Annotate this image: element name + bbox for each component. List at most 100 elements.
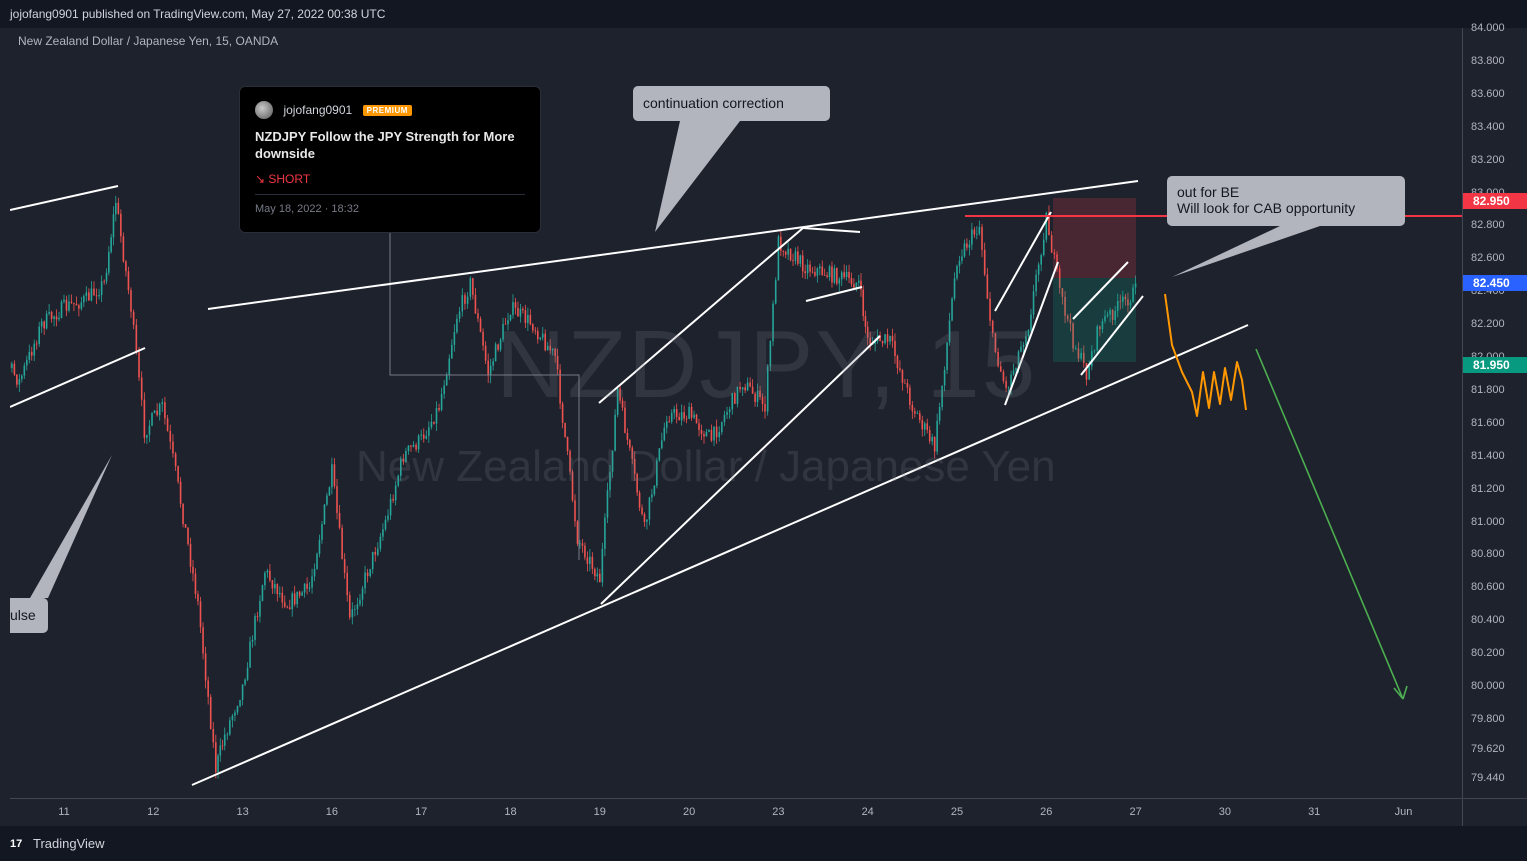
date-tick-label: 31 [1308,806,1321,818]
candle-body [866,326,869,338]
candle-body [517,307,519,317]
candle-body [321,524,323,540]
candle-body [153,410,156,414]
candle-body [16,374,18,385]
candle-body [430,421,433,428]
candle-body [741,387,744,390]
candle-body [122,236,125,262]
candle-body [420,434,422,436]
candle-body [536,330,539,340]
candle-body [236,706,239,713]
candle-body [125,261,127,272]
candle-body [631,447,634,459]
tradingview-logo-icon[interactable]: 17 [10,838,23,850]
candle-body [40,321,43,327]
candle-body [422,434,425,439]
candle-body [685,418,688,420]
candle-body [777,236,780,281]
premium-badge: PREMIUM [362,104,412,116]
candle-body [1017,351,1020,369]
candle-body [509,314,512,321]
candle-body [651,494,653,498]
candle-body [514,302,517,308]
candle-body [374,551,377,555]
candle-body [138,352,140,378]
candle-body [780,236,782,251]
idea-title[interactable]: NZDJPY Follow the JPY Strength for More … [255,129,515,162]
price-tag: 81.950 [1463,357,1527,374]
candle-body [98,294,100,297]
candle-body [244,679,246,685]
candle-body [346,572,349,596]
candle-body [38,326,40,344]
price-tick-label: 82.200 [1471,318,1505,331]
candle-body [973,229,976,235]
tradingview-logo-text[interactable]: TradingView [33,836,105,851]
candle-body [405,450,407,462]
candle-body [966,243,968,248]
idea-card[interactable]: jojofang0901 PREMIUM NZDJPY Follow the J… [239,86,541,233]
candle-body [668,421,671,423]
callout-out-for-be[interactable]: out for BE Will look for CAB opportunity [1167,176,1405,226]
callout-impulse[interactable]: ulse [10,598,48,633]
price-axis[interactable]: 79.440 79.620 79.800 80.000 80.200 80.400 80.6… [1462,22,1527,798]
candle-body [461,295,464,312]
candle-body [604,517,606,549]
candle-body [683,412,685,419]
price-tick-label: 83.400 [1471,120,1505,133]
candle-body [976,234,978,235]
candle-body [428,427,430,436]
date-tick-label: Jun [1394,806,1413,818]
price-tick-label: 83.800 [1471,54,1505,67]
candle-body [30,351,33,356]
candle-body [943,370,946,386]
callout-continuation-correction[interactable]: continuation correction [633,86,830,121]
candle-body [843,272,845,278]
candle-body [512,302,514,315]
candle-body [264,572,266,586]
candle-body [326,495,328,505]
candle-body [736,386,739,404]
candle-body [554,348,556,357]
price-tick-label: 83.600 [1471,87,1505,100]
price-tick-label: 80.000 [1471,680,1505,693]
candle-body [1005,381,1007,388]
candle-body [415,444,417,450]
idea-author[interactable]: jojofang0901 [283,103,353,117]
candle-body [364,572,366,589]
candle-body [369,569,371,577]
candle-body [48,311,50,314]
candle-body [477,313,479,319]
candle-body [219,745,222,756]
candle-body [336,486,338,513]
candle-body [1074,348,1077,350]
time-axis[interactable]: 11 12 13 16 17 18 19 20 23 24 25 26 27 30 31 Jun [10,798,1462,827]
symbol-legend[interactable]: New Zealand Dollar / Japanese Yen, 15, O… [18,34,279,48]
candle-body [281,592,284,603]
candle-body [864,316,867,327]
candles-layer [10,195,1137,779]
candle-body [241,684,244,700]
candle-body [848,271,850,278]
candle-body [1104,316,1106,322]
chart-canvas[interactable] [10,28,1462,798]
candle-body [904,382,906,384]
channel-upper-line [207,180,1139,310]
candle-body [961,256,963,261]
candle-body [559,369,561,404]
candle-body [1012,370,1015,375]
candle-body [377,548,379,555]
price-tick-label: 81.800 [1471,383,1505,396]
candle-body [1080,352,1082,359]
candle-body [989,298,991,321]
candle-body [703,434,705,437]
candle-body [819,266,821,269]
candle-body [853,284,855,288]
candle-body [392,498,394,501]
candle-body [389,498,392,516]
candle-body [177,466,179,482]
candle-body [826,275,828,278]
candle-body [1124,296,1127,300]
candle-body [70,301,73,303]
candle-body [140,377,143,400]
